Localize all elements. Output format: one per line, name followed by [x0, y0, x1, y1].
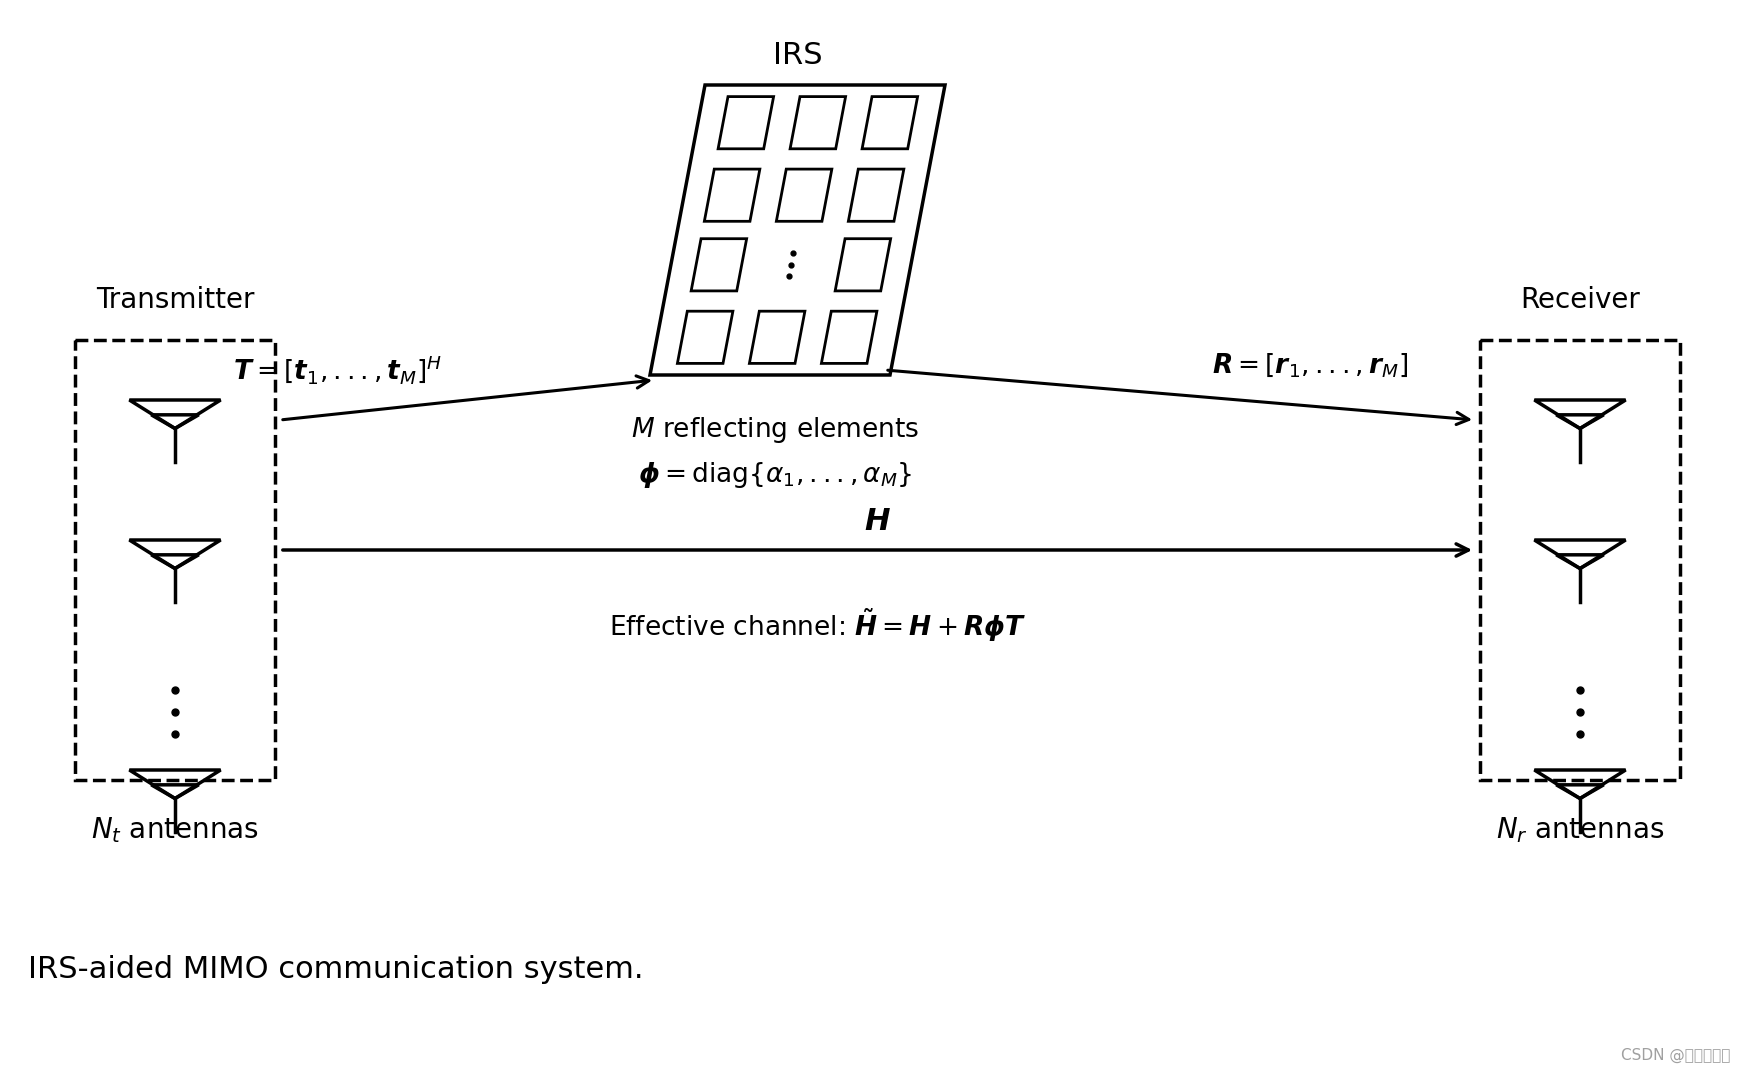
Text: Receiver: Receiver: [1520, 286, 1639, 314]
Text: $N_r$ antennas: $N_r$ antennas: [1495, 815, 1664, 845]
Text: Effective channel: $\tilde{\boldsymbol{H}} = \boldsymbol{H} + \boldsymbol{R}\bol: Effective channel: $\tilde{\boldsymbol{H…: [609, 606, 1025, 644]
Text: CSDN @快把我写醒: CSDN @快把我写醒: [1620, 1048, 1731, 1063]
Text: $N_t$ antennas: $N_t$ antennas: [91, 815, 259, 845]
Bar: [1479, 340, 1680, 780]
Text: $\boldsymbol{H}$: $\boldsymbol{H}$: [864, 508, 892, 537]
Text: IRS: IRS: [772, 40, 821, 69]
Text: $\boldsymbol{\phi} = \mathrm{diag}\{\alpha_1, ..., \alpha_M\}$: $\boldsymbol{\phi} = \mathrm{diag}\{\alp…: [639, 459, 913, 490]
Text: $\boldsymbol{T} = [\boldsymbol{t}_1, ..., \boldsymbol{t}_M]^H$: $\boldsymbol{T} = [\boldsymbol{t}_1, ...…: [232, 354, 442, 387]
Text: $\boldsymbol{R} = [\boldsymbol{r}_1, ..., \boldsymbol{r}_M]$: $\boldsymbol{R} = [\boldsymbol{r}_1, ...…: [1212, 351, 1409, 379]
Bar: [76, 340, 274, 780]
Text: $M$ reflecting elements: $M$ reflecting elements: [631, 415, 920, 445]
Text: Transmitter: Transmitter: [95, 286, 255, 314]
Text: IRS-aided MIMO communication system.: IRS-aided MIMO communication system.: [28, 956, 644, 985]
